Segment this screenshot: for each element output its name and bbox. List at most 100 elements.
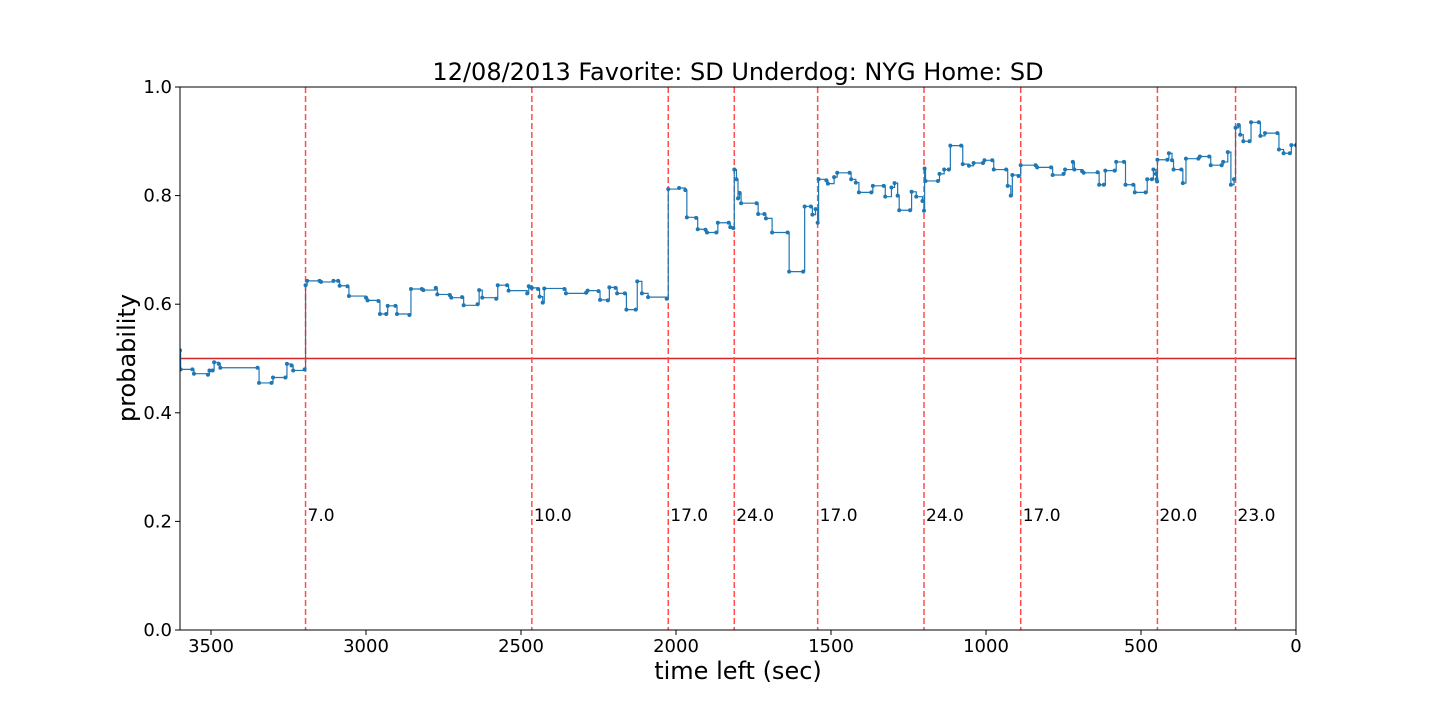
series-point <box>1165 157 1170 162</box>
series-point <box>596 289 601 294</box>
series-point <box>207 368 212 373</box>
series-point <box>460 295 465 300</box>
score-event-label: 7.0 <box>308 506 335 526</box>
series-point <box>385 303 390 308</box>
series-point <box>435 292 440 297</box>
series-point <box>1247 139 1252 144</box>
series-point <box>1219 163 1224 168</box>
series-point <box>959 143 964 148</box>
series-point <box>1276 147 1281 152</box>
series-point <box>853 180 858 185</box>
series-point <box>728 225 733 230</box>
series-point <box>801 269 806 274</box>
series-point <box>1145 177 1150 182</box>
series-point <box>336 278 341 283</box>
series-point <box>525 291 530 296</box>
series-point <box>881 183 886 188</box>
y-tick-label: 0.0 <box>143 620 172 641</box>
series-point <box>948 143 953 148</box>
x-tick-label: 0 <box>1290 636 1301 657</box>
series-point <box>216 361 221 366</box>
series-point <box>1101 182 1106 187</box>
series-point <box>1287 151 1292 156</box>
series-point <box>1149 177 1154 182</box>
series-point <box>832 175 837 180</box>
x-axis-label: time left (sec) <box>654 657 822 685</box>
series-point <box>633 307 638 312</box>
series-point <box>337 283 342 288</box>
series-point <box>966 163 971 168</box>
series-point <box>1035 165 1040 170</box>
series-point <box>739 201 744 206</box>
series-point <box>635 279 640 284</box>
series-point <box>991 167 996 172</box>
series-point <box>365 298 370 303</box>
series-point <box>377 311 382 316</box>
series-point <box>1061 171 1066 176</box>
series-point <box>982 158 987 163</box>
series-point <box>1070 159 1075 164</box>
series-point <box>305 278 310 283</box>
series-point <box>376 298 381 303</box>
series-point <box>585 288 590 293</box>
series-point <box>1238 132 1243 137</box>
series-point <box>302 367 307 372</box>
series-point <box>808 204 813 209</box>
series-point <box>1114 159 1119 164</box>
series-point <box>1008 193 1013 198</box>
series-point <box>666 187 671 192</box>
series-point <box>1081 170 1086 175</box>
series-point <box>736 196 740 201</box>
series-point <box>1241 139 1246 144</box>
series-point <box>449 295 454 300</box>
series-point <box>495 283 500 288</box>
plot-area: 7.0 10.0 17.0 24.0 17.0 24.0 17.0 20.0 23.0 3500 3… <box>143 77 1301 657</box>
series-point <box>407 313 412 318</box>
y-tick-label: 0.4 <box>143 403 172 424</box>
series-point <box>291 368 296 373</box>
series-point <box>1228 182 1233 187</box>
x-tick-label: 1000 <box>963 636 1009 657</box>
series-point <box>505 283 510 288</box>
y-tick-label: 0.8 <box>143 186 172 207</box>
series-point <box>824 178 829 183</box>
series-point <box>1221 159 1226 164</box>
series-point <box>1249 120 1254 125</box>
y-tick-label: 1.0 <box>143 77 172 98</box>
series-point <box>726 220 731 225</box>
series-point <box>763 216 768 221</box>
series-point <box>1179 167 1184 172</box>
series-point <box>255 365 260 370</box>
series-point <box>813 207 818 212</box>
x-tick-label: 2000 <box>653 636 699 657</box>
series-point <box>1095 170 1100 175</box>
series-point <box>785 230 790 235</box>
series-point <box>810 212 815 217</box>
series-point <box>908 208 913 213</box>
series-point <box>1018 163 1023 168</box>
series-point <box>815 220 820 225</box>
series-point <box>1171 167 1176 172</box>
series-point <box>540 300 545 305</box>
series-point <box>937 171 942 176</box>
series-point <box>935 178 940 183</box>
series-point <box>695 227 700 232</box>
series-point <box>923 178 928 183</box>
series-point <box>849 177 854 182</box>
series-point <box>1289 143 1294 148</box>
series-point <box>714 230 719 235</box>
series-point <box>895 193 900 198</box>
series-point <box>1155 157 1160 162</box>
series-point <box>212 360 217 365</box>
series-point <box>1132 190 1137 195</box>
series-point <box>971 161 976 166</box>
series-point <box>421 288 426 293</box>
series-point <box>922 166 927 171</box>
series-point <box>731 226 736 231</box>
series-point <box>756 212 761 217</box>
series-point <box>1225 150 1230 155</box>
series-point <box>754 201 759 206</box>
series-point <box>1016 174 1021 179</box>
series-point <box>622 291 627 296</box>
